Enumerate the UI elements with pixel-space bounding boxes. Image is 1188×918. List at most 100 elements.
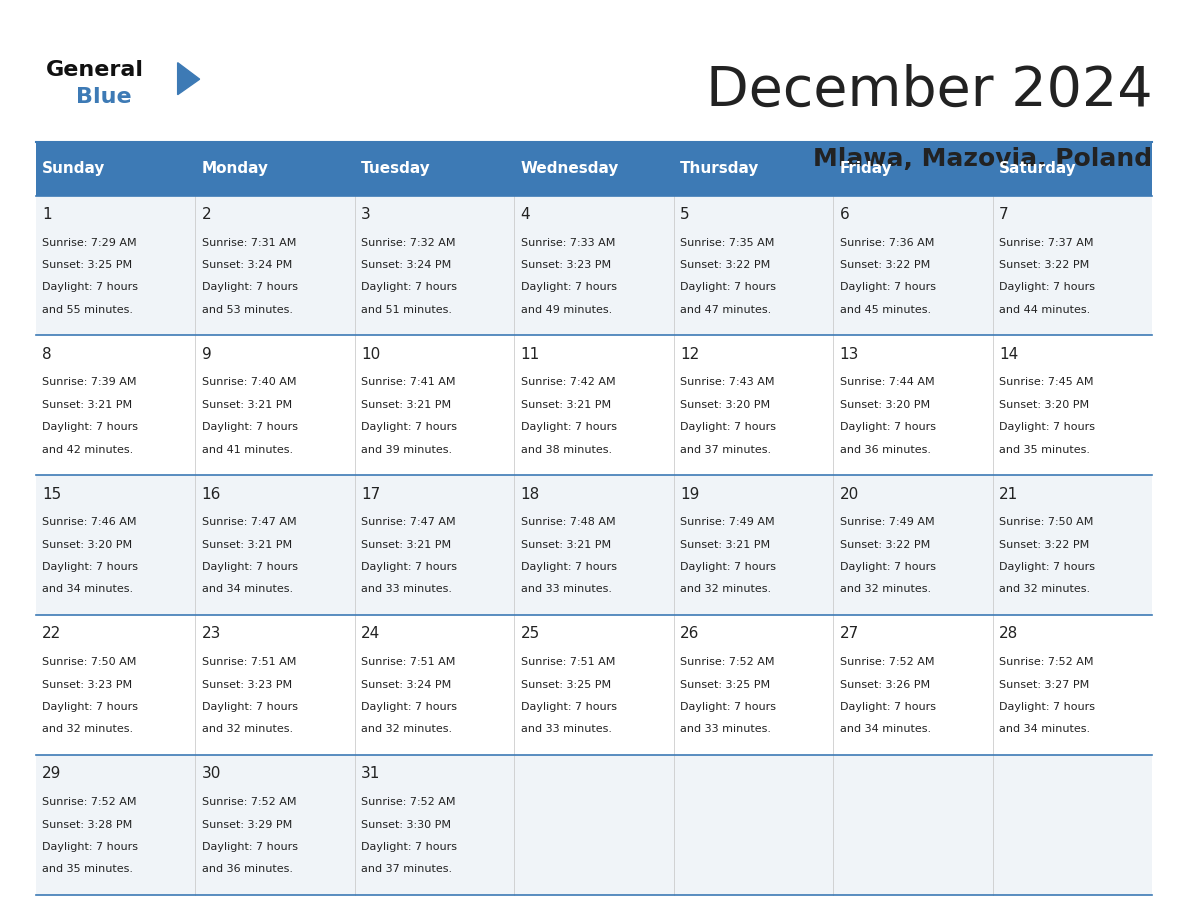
Text: 31: 31 bbox=[361, 767, 380, 781]
Text: Sunset: 3:28 PM: Sunset: 3:28 PM bbox=[42, 820, 132, 830]
Text: 16: 16 bbox=[202, 487, 221, 501]
Text: 3: 3 bbox=[361, 207, 371, 222]
Text: Daylight: 7 hours: Daylight: 7 hours bbox=[999, 702, 1095, 712]
Text: 15: 15 bbox=[42, 487, 62, 501]
Text: Sunrise: 7:51 AM: Sunrise: 7:51 AM bbox=[202, 657, 296, 667]
Text: 14: 14 bbox=[999, 347, 1018, 362]
Text: Sunset: 3:23 PM: Sunset: 3:23 PM bbox=[202, 679, 292, 689]
Text: Sunrise: 7:49 AM: Sunrise: 7:49 AM bbox=[840, 518, 934, 527]
Text: 2: 2 bbox=[202, 207, 211, 222]
Text: 30: 30 bbox=[202, 767, 221, 781]
Text: Sunrise: 7:39 AM: Sunrise: 7:39 AM bbox=[42, 377, 137, 387]
Text: 6: 6 bbox=[840, 207, 849, 222]
Text: 24: 24 bbox=[361, 626, 380, 642]
Text: 5: 5 bbox=[681, 207, 690, 222]
Text: and 32 minutes.: and 32 minutes. bbox=[681, 585, 771, 595]
Text: and 39 minutes.: and 39 minutes. bbox=[361, 444, 453, 454]
Bar bbox=[36, 756, 1152, 895]
Text: Sunrise: 7:51 AM: Sunrise: 7:51 AM bbox=[361, 657, 455, 667]
Text: 11: 11 bbox=[520, 347, 539, 362]
Text: and 42 minutes.: and 42 minutes. bbox=[42, 444, 133, 454]
Text: and 32 minutes.: and 32 minutes. bbox=[202, 724, 292, 734]
Text: Sunset: 3:21 PM: Sunset: 3:21 PM bbox=[520, 400, 611, 409]
Text: and 38 minutes.: and 38 minutes. bbox=[520, 444, 612, 454]
Text: Sunrise: 7:32 AM: Sunrise: 7:32 AM bbox=[361, 238, 455, 248]
Text: 18: 18 bbox=[520, 487, 539, 501]
Text: Friday: Friday bbox=[840, 162, 892, 176]
Text: and 55 minutes.: and 55 minutes. bbox=[42, 305, 133, 315]
Text: Sunrise: 7:52 AM: Sunrise: 7:52 AM bbox=[42, 797, 137, 807]
Text: 9: 9 bbox=[202, 347, 211, 362]
Text: Sunset: 3:23 PM: Sunset: 3:23 PM bbox=[42, 679, 132, 689]
Text: Mlawa, Mazovia, Poland: Mlawa, Mazovia, Poland bbox=[814, 147, 1152, 171]
Text: Daylight: 7 hours: Daylight: 7 hours bbox=[681, 282, 776, 292]
Text: and 34 minutes.: and 34 minutes. bbox=[42, 585, 133, 595]
Text: and 32 minutes.: and 32 minutes. bbox=[42, 724, 133, 734]
Text: Thursday: Thursday bbox=[681, 162, 759, 176]
Text: Sunset: 3:20 PM: Sunset: 3:20 PM bbox=[681, 400, 770, 409]
Text: Monday: Monday bbox=[202, 162, 268, 176]
Text: Daylight: 7 hours: Daylight: 7 hours bbox=[202, 702, 297, 712]
Text: Sunset: 3:22 PM: Sunset: 3:22 PM bbox=[681, 260, 770, 270]
Text: and 35 minutes.: and 35 minutes. bbox=[999, 444, 1091, 454]
Text: Sunrise: 7:51 AM: Sunrise: 7:51 AM bbox=[520, 657, 615, 667]
Text: Daylight: 7 hours: Daylight: 7 hours bbox=[202, 422, 297, 432]
Text: Daylight: 7 hours: Daylight: 7 hours bbox=[999, 282, 1095, 292]
Text: Sunset: 3:21 PM: Sunset: 3:21 PM bbox=[202, 540, 292, 550]
Text: 10: 10 bbox=[361, 347, 380, 362]
Text: and 51 minutes.: and 51 minutes. bbox=[361, 305, 453, 315]
Text: Sunset: 3:24 PM: Sunset: 3:24 PM bbox=[361, 679, 451, 689]
Text: Daylight: 7 hours: Daylight: 7 hours bbox=[361, 842, 457, 852]
Text: Sunrise: 7:35 AM: Sunrise: 7:35 AM bbox=[681, 238, 775, 248]
Text: Wednesday: Wednesday bbox=[520, 162, 619, 176]
Text: Sunset: 3:22 PM: Sunset: 3:22 PM bbox=[840, 260, 930, 270]
Text: Blue: Blue bbox=[76, 86, 131, 106]
Text: and 44 minutes.: and 44 minutes. bbox=[999, 305, 1091, 315]
Text: Sunset: 3:22 PM: Sunset: 3:22 PM bbox=[999, 540, 1089, 550]
Text: Sunset: 3:25 PM: Sunset: 3:25 PM bbox=[681, 679, 770, 689]
Bar bbox=[36, 476, 1152, 615]
Text: Daylight: 7 hours: Daylight: 7 hours bbox=[840, 422, 936, 432]
Text: Daylight: 7 hours: Daylight: 7 hours bbox=[840, 282, 936, 292]
Text: 29: 29 bbox=[42, 767, 62, 781]
Text: Daylight: 7 hours: Daylight: 7 hours bbox=[999, 422, 1095, 432]
Bar bbox=[36, 335, 1152, 476]
Text: 17: 17 bbox=[361, 487, 380, 501]
Bar bbox=[36, 615, 1152, 756]
Text: Daylight: 7 hours: Daylight: 7 hours bbox=[42, 422, 138, 432]
Text: Sunrise: 7:50 AM: Sunrise: 7:50 AM bbox=[42, 657, 137, 667]
Bar bbox=[36, 196, 1152, 335]
Text: 12: 12 bbox=[681, 347, 700, 362]
Text: and 49 minutes.: and 49 minutes. bbox=[520, 305, 612, 315]
Text: 22: 22 bbox=[42, 626, 62, 642]
Text: Sunrise: 7:50 AM: Sunrise: 7:50 AM bbox=[999, 518, 1094, 527]
Text: and 34 minutes.: and 34 minutes. bbox=[999, 724, 1091, 734]
Text: Sunrise: 7:41 AM: Sunrise: 7:41 AM bbox=[361, 377, 455, 387]
Text: and 32 minutes.: and 32 minutes. bbox=[840, 585, 931, 595]
Text: Daylight: 7 hours: Daylight: 7 hours bbox=[999, 562, 1095, 572]
Text: 25: 25 bbox=[520, 626, 539, 642]
Text: Sunrise: 7:46 AM: Sunrise: 7:46 AM bbox=[42, 518, 137, 527]
Text: Daylight: 7 hours: Daylight: 7 hours bbox=[520, 702, 617, 712]
Text: Sunrise: 7:33 AM: Sunrise: 7:33 AM bbox=[520, 238, 615, 248]
Text: and 33 minutes.: and 33 minutes. bbox=[361, 585, 453, 595]
Text: 27: 27 bbox=[840, 626, 859, 642]
Text: Daylight: 7 hours: Daylight: 7 hours bbox=[361, 422, 457, 432]
Text: Daylight: 7 hours: Daylight: 7 hours bbox=[361, 562, 457, 572]
Text: and 32 minutes.: and 32 minutes. bbox=[999, 585, 1091, 595]
Text: Sunrise: 7:31 AM: Sunrise: 7:31 AM bbox=[202, 238, 296, 248]
Text: Daylight: 7 hours: Daylight: 7 hours bbox=[681, 562, 776, 572]
Text: and 35 minutes.: and 35 minutes. bbox=[42, 864, 133, 874]
Text: Sunrise: 7:37 AM: Sunrise: 7:37 AM bbox=[999, 238, 1094, 248]
Text: Sunrise: 7:29 AM: Sunrise: 7:29 AM bbox=[42, 238, 137, 248]
Text: Sunset: 3:22 PM: Sunset: 3:22 PM bbox=[840, 540, 930, 550]
Text: 13: 13 bbox=[840, 347, 859, 362]
Text: Sunrise: 7:43 AM: Sunrise: 7:43 AM bbox=[681, 377, 775, 387]
Text: and 33 minutes.: and 33 minutes. bbox=[681, 724, 771, 734]
Text: Sunday: Sunday bbox=[42, 162, 106, 176]
Text: and 33 minutes.: and 33 minutes. bbox=[520, 724, 612, 734]
Text: Sunrise: 7:42 AM: Sunrise: 7:42 AM bbox=[520, 377, 615, 387]
Text: Daylight: 7 hours: Daylight: 7 hours bbox=[520, 422, 617, 432]
Text: 4: 4 bbox=[520, 207, 530, 222]
Text: Sunset: 3:25 PM: Sunset: 3:25 PM bbox=[42, 260, 132, 270]
